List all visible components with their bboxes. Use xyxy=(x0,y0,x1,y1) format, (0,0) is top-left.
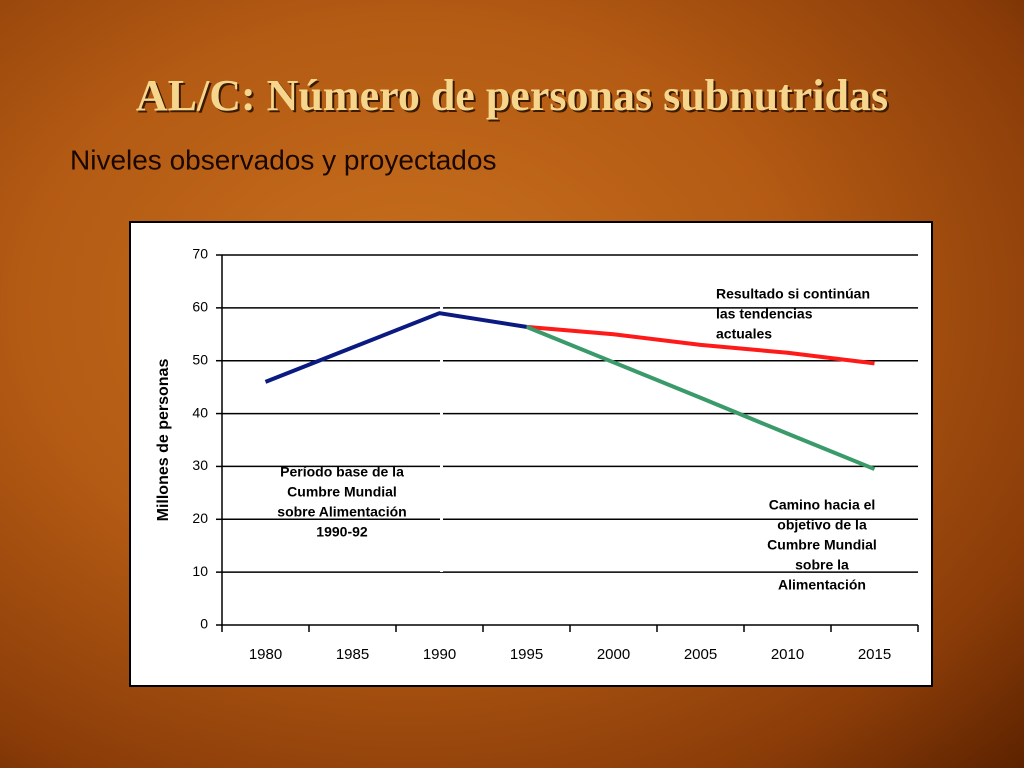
chart-frame xyxy=(129,221,933,687)
x-tick-label: 2015 xyxy=(858,646,891,663)
x-tick-label: 2000 xyxy=(597,646,630,663)
annotation: Cumbre Mundial xyxy=(767,537,877,553)
y-tick-label: 20 xyxy=(192,510,208,526)
chart-subtitle: Niveles observados y proyectados xyxy=(70,144,496,175)
chart-title: AL/C: Número de personas subnutridas xyxy=(136,71,888,120)
annotation: Resultado si continúan xyxy=(716,286,870,302)
y-tick-label: 30 xyxy=(192,457,208,473)
series-line xyxy=(525,325,876,471)
title-shadow: AL/C: Número de personas subnutridas xyxy=(138,73,890,122)
x-tick-label: 2005 xyxy=(684,646,717,663)
x-tick-label: 2010 xyxy=(771,646,804,663)
x-tick-label: 1985 xyxy=(336,646,369,663)
series-line xyxy=(526,324,875,366)
y-tick-label: 0 xyxy=(200,616,208,632)
annotation: 1990-92 xyxy=(316,524,368,540)
annotation: sobre Alimentación xyxy=(277,504,406,520)
y-tick-label: 50 xyxy=(192,351,208,367)
series-line xyxy=(264,311,527,384)
y-tick-label: 60 xyxy=(192,299,208,315)
annotation: Período base de la xyxy=(280,464,404,480)
y-axis-label: Millones de personas xyxy=(155,359,172,522)
y-tick-label: 70 xyxy=(192,246,208,262)
annotation: Alimentación xyxy=(778,577,866,593)
x-tick-label: 1980 xyxy=(249,646,282,663)
y-tick-label: 10 xyxy=(192,563,208,579)
annotation: Cumbre Mundial xyxy=(287,484,397,500)
annotation: las tendencias xyxy=(716,306,813,322)
x-tick-label: 1995 xyxy=(510,646,543,663)
annotation: sobre la xyxy=(795,557,849,573)
annotation: Camino hacia el xyxy=(769,497,876,513)
annotation: objetivo de la xyxy=(777,517,867,533)
x-tick-label: 1990 xyxy=(423,646,456,663)
annotation: actuales xyxy=(716,326,772,342)
y-tick-label: 40 xyxy=(192,404,208,420)
